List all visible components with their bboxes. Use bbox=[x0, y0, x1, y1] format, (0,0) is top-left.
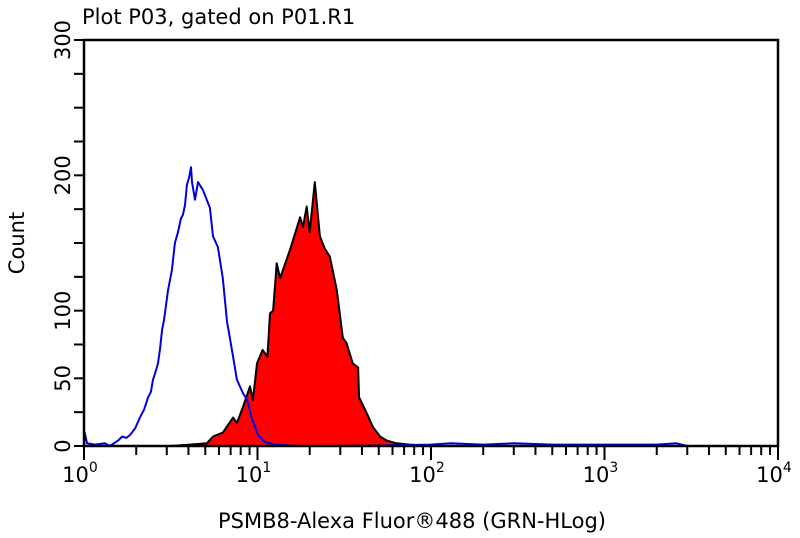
y-tick-label: 50 bbox=[51, 365, 75, 392]
outline-histogram-series bbox=[83, 166, 688, 447]
plot-frame bbox=[82, 38, 780, 448]
x-tick-label: 101 bbox=[236, 460, 272, 487]
axes: 0 50 100 200 300 100 101 102 103 104 bbox=[51, 20, 792, 487]
filled-histogram-series bbox=[169, 181, 431, 447]
y-tick-label: 300 bbox=[51, 20, 75, 60]
y-tick-label: 0 bbox=[51, 439, 75, 452]
y-tick-label: 200 bbox=[51, 155, 75, 195]
x-tick-label: 102 bbox=[409, 460, 445, 487]
x-tick-label: 103 bbox=[583, 460, 619, 487]
y-tick-label: 100 bbox=[51, 291, 75, 331]
y-axis-label: Count bbox=[5, 212, 29, 274]
x-axis-label: PSMB8-Alexa Fluor®488 (GRN-HLog) bbox=[218, 509, 606, 533]
chart-title: Plot P03, gated on P01.R1 bbox=[82, 5, 355, 29]
x-tick-label: 104 bbox=[756, 460, 792, 487]
x-tick-label: 100 bbox=[62, 460, 98, 487]
plot-area bbox=[83, 166, 688, 447]
